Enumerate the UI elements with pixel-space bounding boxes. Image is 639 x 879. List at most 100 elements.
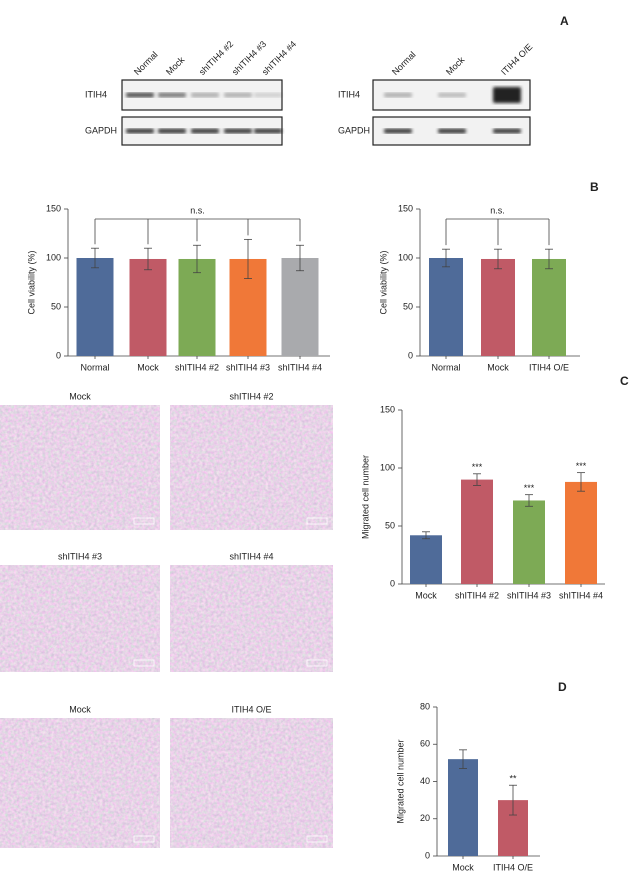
significance-label: ** [509,774,517,784]
x-tick-label: Normal [80,362,109,372]
error-bar [545,248,553,270]
x-tick-label: ITIH4 O/E [493,862,533,872]
micrograph [0,565,160,672]
y-tick-label: 100 [46,252,61,262]
error-bar [244,238,252,279]
lane-label: Mock [444,54,467,77]
micrograph [170,405,333,530]
scale-bar [306,517,328,525]
x-tick-label: shITIH4 #4 [559,590,603,600]
gel-band [224,128,252,134]
x-tick-label: Mock [415,590,437,600]
micrograph [0,718,160,848]
bar [532,258,566,356]
bar [565,481,597,584]
gel-band [158,92,186,98]
gel-band [438,128,466,134]
y-tick-label: 150 [46,203,61,213]
x-tick-label: Mock [487,362,509,372]
gel-band [254,128,282,134]
error-bar [525,494,533,507]
bar [76,258,114,356]
scale-bar [133,835,155,843]
x-tick-label: Mock [137,362,159,372]
row-label: GAPDH [338,125,370,135]
lane-label: Normal [132,50,160,78]
y-tick-label: 150 [398,203,413,213]
gel-band [438,92,466,98]
micrograph [170,718,333,848]
bar [448,759,478,856]
error-bar [193,244,201,274]
micrograph-label: shITIH4 #2 [229,391,273,401]
panel-letter: B [590,180,599,194]
panel-letter: A [560,14,569,28]
y-tick-label: 0 [425,850,430,860]
gel-band [191,128,219,134]
error-bar [296,244,304,272]
error-bar [422,531,430,540]
y-tick-label: 150 [380,404,395,414]
bar [461,479,493,584]
micrograph-label: ITIH4 O/E [231,704,271,714]
error-bar [442,248,450,268]
gel-band [493,87,521,103]
scale-bar [306,835,328,843]
gel-band [384,128,412,134]
scale-bar [306,659,328,667]
y-axis-label: Migrated cell number [395,739,405,823]
scale-bar [133,517,155,525]
x-tick-label: shITIH4 #3 [507,590,551,600]
panel-letter: D [558,680,567,694]
y-axis-label: Cell viability (%) [26,250,36,314]
x-tick-label: shITIH4 #2 [175,362,219,372]
row-label: GAPDH [85,125,117,135]
y-tick-label: 40 [420,776,430,786]
gel-band [224,92,252,98]
micrograph [170,565,333,672]
y-tick-label: 0 [408,350,413,360]
significance-label: *** [576,461,587,471]
error-bar [494,248,502,270]
y-tick-label: 50 [51,301,61,311]
micrograph-label: shITIH4 #3 [58,551,102,561]
gel-band [126,128,154,134]
gel-band [191,92,219,98]
lane-label: ITIH4 O/E [499,42,534,77]
lane-label: shITIH4 #2 [197,39,235,77]
panel-letter: C [620,374,629,388]
lane-label: Normal [390,50,418,78]
y-axis-label: Cell viability (%) [378,250,388,314]
micrograph [0,405,160,530]
bar [513,500,545,584]
significance-label: *** [524,483,535,493]
x-tick-label: ITIH4 O/E [529,362,569,372]
error-bar [459,749,467,769]
error-bar [144,247,152,271]
y-tick-label: 100 [398,252,413,262]
error-bar [91,247,99,269]
x-tick-label: shITIH4 #2 [455,590,499,600]
gel-band [126,92,154,98]
scale-bar [133,659,155,667]
micrograph-label: Mock [69,704,91,714]
y-tick-label: 60 [420,739,430,749]
bar [129,258,167,356]
y-tick-label: 0 [390,578,395,588]
row-label: ITIH4 [85,89,107,99]
y-axis-label: Migrated cell number [360,455,370,539]
gel-band [254,92,282,98]
gel-band [158,128,186,134]
error-bar [577,472,585,492]
bar [410,535,442,584]
row-label: ITIH4 [338,89,360,99]
lane-label: Mock [164,54,187,77]
bar [481,258,515,356]
y-tick-label: 100 [380,462,395,472]
micrograph-label: Mock [69,391,91,401]
micrograph-label: shITIH4 #4 [229,551,273,561]
x-tick-label: Mock [452,862,474,872]
y-tick-label: 50 [403,301,413,311]
